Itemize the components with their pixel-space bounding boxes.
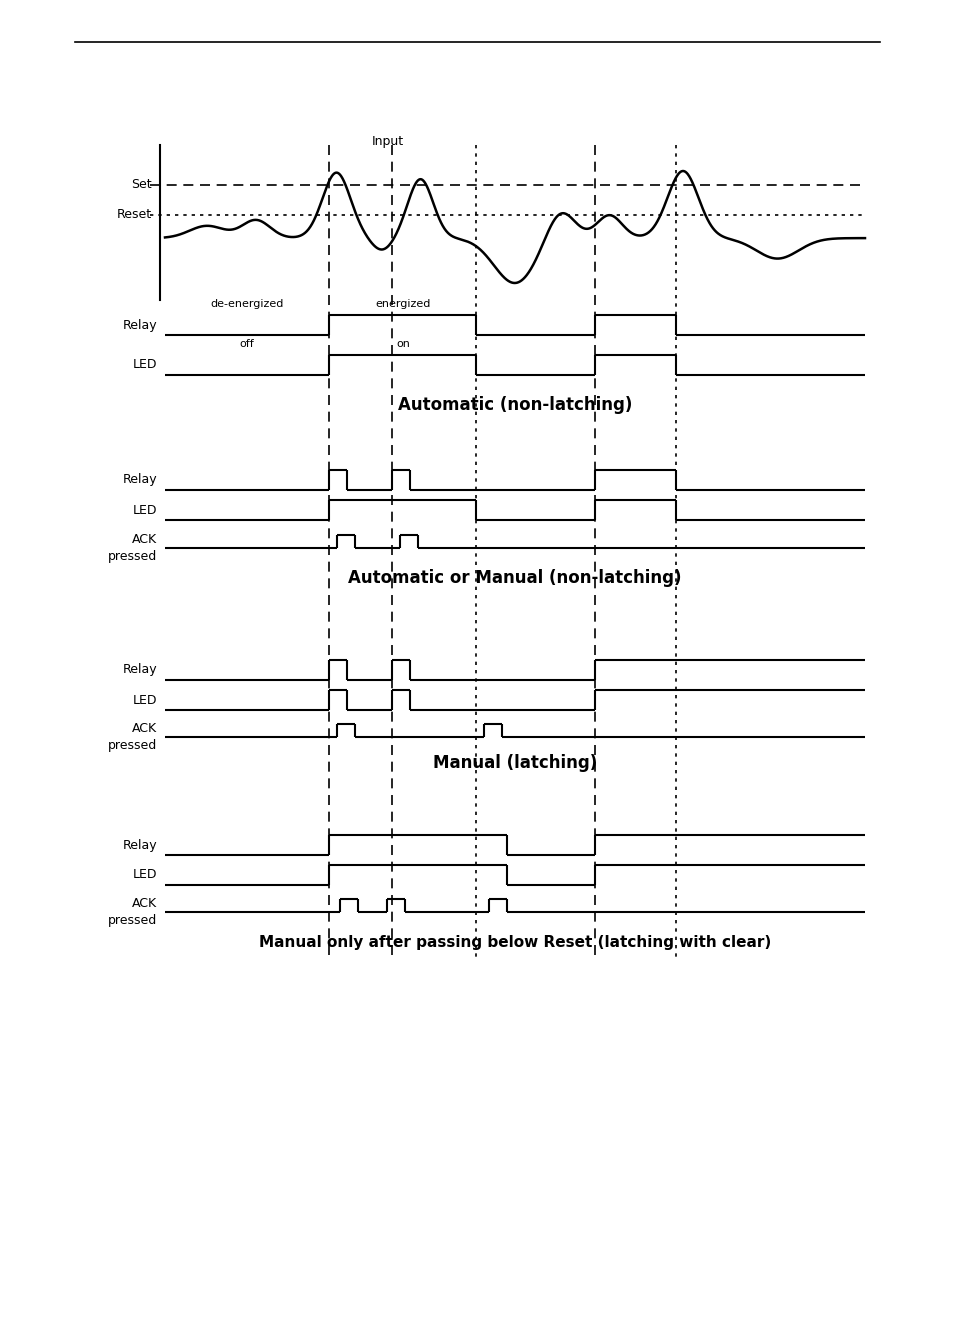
Text: Relay: Relay	[122, 839, 157, 851]
Text: ACK: ACK	[132, 896, 157, 910]
Text: Input: Input	[371, 135, 403, 148]
Text: ACK: ACK	[132, 721, 157, 735]
Text: ACK: ACK	[132, 533, 157, 546]
Text: Relay: Relay	[122, 664, 157, 676]
Text: Set: Set	[132, 179, 152, 191]
Text: pressed: pressed	[108, 550, 157, 562]
Text: LED: LED	[132, 693, 157, 707]
Text: Automatic or Manual (non-latching): Automatic or Manual (non-latching)	[348, 569, 681, 587]
Text: on: on	[395, 339, 410, 349]
Text: Manual (latching): Manual (latching)	[433, 754, 597, 772]
Text: Automatic (non-latching): Automatic (non-latching)	[397, 395, 632, 414]
Text: Reset: Reset	[117, 208, 152, 222]
Text: pressed: pressed	[108, 914, 157, 927]
Text: LED: LED	[132, 868, 157, 882]
Text: LED: LED	[132, 504, 157, 517]
Text: Relay: Relay	[122, 473, 157, 486]
Text: de-energized: de-energized	[211, 299, 284, 309]
Text: pressed: pressed	[108, 739, 157, 752]
Text: energized: energized	[375, 299, 430, 309]
Text: Relay: Relay	[122, 318, 157, 331]
Text: off: off	[239, 339, 254, 349]
Text: Manual only after passing below Reset (latching with clear): Manual only after passing below Reset (l…	[258, 934, 770, 950]
Text: LED: LED	[132, 358, 157, 371]
